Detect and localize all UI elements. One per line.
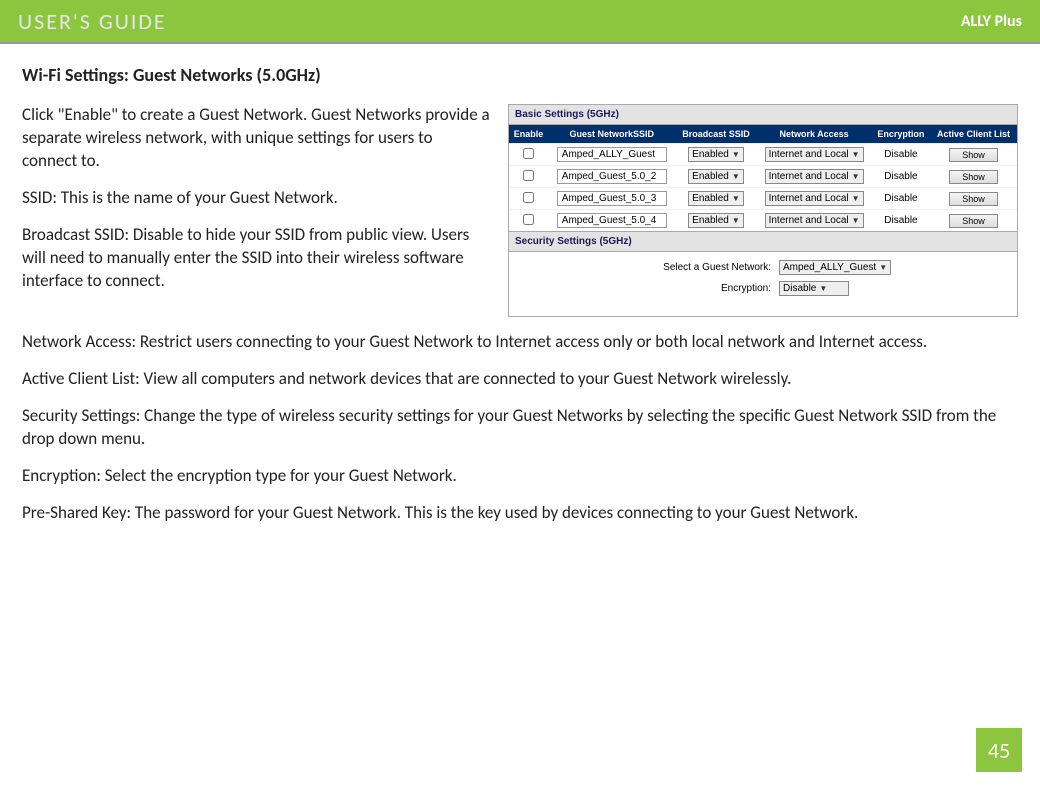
text-column: Click "Enable" to create a Guest Network… <box>22 104 490 317</box>
para-enable: Click "Enable" to create a Guest Network… <box>22 104 490 173</box>
enable-checkbox[interactable] <box>523 170 534 181</box>
table-row: Amped_Guest_5.0_3 Enabled▼ Internet and … <box>509 188 1017 210</box>
chevron-down-icon: ▼ <box>732 150 740 159</box>
para-ssid: SSID: This is the name of your Guest Net… <box>22 187 490 210</box>
chevron-down-icon: ▼ <box>732 172 740 181</box>
broadcast-select[interactable]: Enabled▼ <box>688 169 744 184</box>
ssid-field[interactable]: Amped_Guest_5.0_2 <box>557 169 667 184</box>
guest-network-select[interactable]: Amped_ALLY_Guest▼ <box>779 260 891 275</box>
content-area: Wi-Fi Settings: Guest Networks (5.0GHz) … <box>0 44 1040 525</box>
header-bar: USER'S GUIDE ALLY Plus <box>0 0 1040 42</box>
chevron-down-icon: ▼ <box>852 150 860 159</box>
col-enable: Enable <box>509 125 548 144</box>
broadcast-select[interactable]: Enabled▼ <box>688 191 744 206</box>
ssid-field[interactable]: Amped_Guest_5.0_4 <box>557 213 667 228</box>
show-button[interactable]: Show <box>949 214 998 228</box>
para-network-access: Network Access: Restrict users connectin… <box>22 331 1018 354</box>
doc-title: USER'S GUIDE <box>18 8 167 35</box>
page-number: 45 <box>976 728 1022 772</box>
encryption-value: Disable <box>872 210 930 232</box>
chevron-down-icon: ▼ <box>852 194 860 203</box>
show-button[interactable]: Show <box>949 192 998 206</box>
broadcast-select[interactable]: Enabled▼ <box>688 213 744 228</box>
guest-networks-table: Enable Guest NetworkSSID Broadcast SSID … <box>509 125 1017 231</box>
col-ssid: Guest NetworkSSID <box>548 125 676 144</box>
table-row: Amped_Guest_5.0_2 Enabled▼ Internet and … <box>509 166 1017 188</box>
enable-checkbox[interactable] <box>523 192 534 203</box>
chevron-down-icon: ▼ <box>852 216 860 225</box>
access-select[interactable]: Internet and Local▼ <box>765 147 864 162</box>
col-broadcast: Broadcast SSID <box>676 125 757 144</box>
enable-checkbox[interactable] <box>523 214 534 225</box>
para-preshared-key: Pre-Shared Key: The password for your Gu… <box>22 502 1018 525</box>
para-security-settings: Security Settings: Change the type of wi… <box>22 405 1018 451</box>
col-encryption: Encryption <box>872 125 930 144</box>
col-access: Network Access <box>756 125 871 144</box>
page-title: Wi-Fi Settings: Guest Networks (5.0GHz) <box>22 64 1018 86</box>
broadcast-select[interactable]: Enabled▼ <box>688 147 744 162</box>
encryption-value: Disable <box>872 188 930 210</box>
para-encryption: Encryption: Select the encryption type f… <box>22 465 1018 488</box>
select-network-label: Select a Guest Network: <box>509 262 779 273</box>
show-button[interactable]: Show <box>949 148 998 162</box>
ssid-field[interactable]: Amped_Guest_5.0_3 <box>557 191 667 206</box>
encryption-label: Encryption: <box>509 283 779 294</box>
para-active-client: Active Client List: View all computers a… <box>22 368 1018 391</box>
access-select[interactable]: Internet and Local▼ <box>765 213 864 228</box>
encryption-value: Disable <box>872 166 930 188</box>
show-button[interactable]: Show <box>949 170 998 184</box>
para-broadcast: Broadcast SSID: Disable to hide your SSI… <box>22 224 490 293</box>
ssid-field[interactable]: Amped_ALLY_Guest <box>557 147 667 162</box>
security-settings-heading: Security Settings (5GHz) <box>509 231 1017 252</box>
product-name: ALLY Plus <box>961 12 1022 31</box>
chevron-down-icon: ▼ <box>819 284 827 293</box>
encryption-select[interactable]: Disable▼ <box>779 281 849 296</box>
access-select[interactable]: Internet and Local▼ <box>765 169 864 184</box>
chevron-down-icon: ▼ <box>732 194 740 203</box>
chevron-down-icon: ▼ <box>879 263 887 272</box>
chevron-down-icon: ▼ <box>852 172 860 181</box>
enable-checkbox[interactable] <box>523 148 534 159</box>
access-select[interactable]: Internet and Local▼ <box>765 191 864 206</box>
table-row: Amped_ALLY_Guest Enabled▼ Internet and L… <box>509 144 1017 166</box>
table-row: Amped_Guest_5.0_4 Enabled▼ Internet and … <box>509 210 1017 232</box>
basic-settings-heading: Basic Settings (5GHz) <box>509 105 1017 125</box>
chevron-down-icon: ▼ <box>732 216 740 225</box>
settings-panel: Basic Settings (5GHz) Enable Guest Netwo… <box>508 104 1018 317</box>
col-active: Active Client List <box>930 125 1017 144</box>
encryption-value: Disable <box>872 144 930 166</box>
